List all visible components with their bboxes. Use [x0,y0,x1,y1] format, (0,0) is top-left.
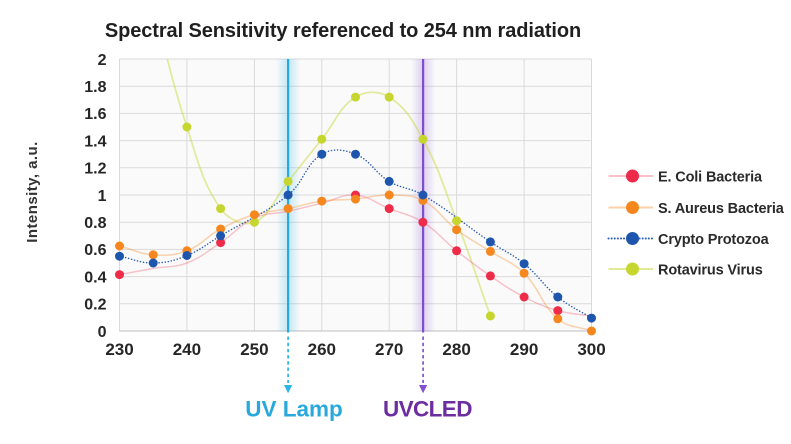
svg-text:280: 280 [442,340,470,359]
svg-text:1.6: 1.6 [84,106,106,123]
svg-text:Crypto Protozoa: Crypto Protozoa [658,232,770,248]
svg-text:UV Lamp: UV Lamp [245,397,343,422]
svg-text:2: 2 [98,52,107,69]
svg-text:300: 300 [577,340,605,359]
svg-text:Spectral Sensitivity reference: Spectral Sensitivity referenced to 254 n… [105,20,581,42]
svg-text:240: 240 [173,340,201,359]
svg-text:S. Aureus Bacteria: S. Aureus Bacteria [658,201,785,217]
svg-text:0.2: 0.2 [84,297,106,314]
svg-text:250: 250 [240,340,268,359]
svg-text:UVCLED: UVCLED [383,397,472,422]
svg-text:Rotavirus Virus: Rotavirus Virus [658,262,763,278]
svg-text:0: 0 [98,324,107,341]
svg-text:230: 230 [105,340,133,359]
svg-text:1.8: 1.8 [84,79,106,96]
svg-text:0.4: 0.4 [84,269,106,286]
svg-text:Intensity, a.u.: Intensity, a.u. [24,141,41,243]
svg-text:0.8: 0.8 [84,215,106,232]
svg-text:260: 260 [308,340,336,359]
svg-text:0.6: 0.6 [84,242,106,259]
svg-text:290: 290 [510,340,538,359]
svg-text:E. Coli Bacteria: E. Coli Bacteria [658,169,763,185]
svg-text:1.2: 1.2 [84,161,106,178]
svg-text:1: 1 [98,188,107,205]
svg-text:270: 270 [375,340,403,359]
svg-text:1.4: 1.4 [84,133,106,150]
